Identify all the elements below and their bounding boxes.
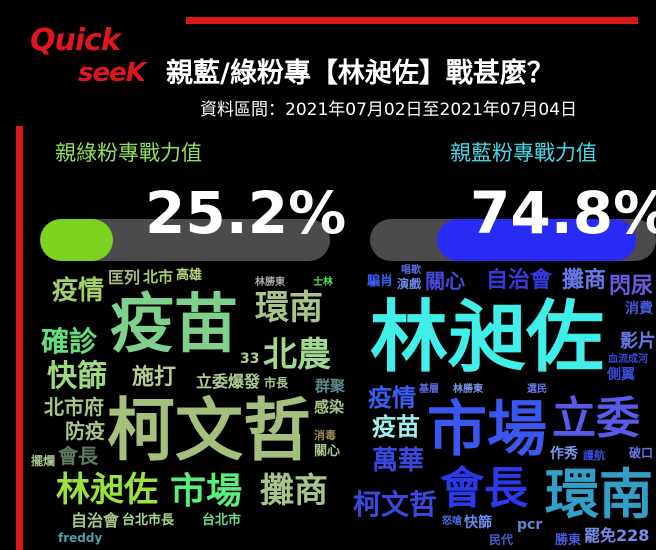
word: 林勝東 bbox=[453, 384, 483, 395]
right-label: 親藍粉專戰力值 bbox=[450, 141, 597, 165]
word: 基層 bbox=[419, 384, 439, 395]
word: 疫情 bbox=[368, 384, 416, 412]
left-percent: 25.2% bbox=[145, 179, 347, 247]
word: 攤商 bbox=[260, 471, 328, 511]
word: 士林 bbox=[313, 277, 333, 288]
word: 萬華 bbox=[372, 446, 425, 476]
word: 北市 bbox=[143, 268, 174, 286]
word: 柯文哲 bbox=[353, 488, 438, 521]
word: 快篩 bbox=[47, 359, 107, 394]
right-progress-bar bbox=[370, 219, 656, 261]
word: 自治會 bbox=[71, 511, 120, 530]
left-progress-fill bbox=[40, 219, 114, 261]
word: 立委爆發 bbox=[196, 372, 261, 391]
logo-text-seek: seeK bbox=[78, 58, 146, 88]
word: 柯文哲 bbox=[107, 392, 312, 471]
top-accent-line bbox=[186, 17, 638, 24]
word: 北市府 bbox=[44, 395, 104, 419]
word: 民代 bbox=[489, 533, 514, 547]
word: 攤商 bbox=[562, 268, 607, 293]
word: 閃尿 bbox=[609, 274, 654, 299]
date-range: 資料區間：2021年07月02日至2021年07月04日 bbox=[200, 100, 578, 120]
word: 防疫 bbox=[65, 419, 105, 443]
word: 演戲 bbox=[397, 277, 422, 291]
word: 勝東 bbox=[555, 533, 582, 548]
word: 影片 bbox=[620, 331, 656, 352]
word: 關心 bbox=[314, 444, 341, 459]
word: 高雄 bbox=[176, 268, 203, 283]
left-label: 親綠粉專戰力值 bbox=[55, 141, 202, 165]
word: 感染 bbox=[314, 398, 345, 416]
word: 匡列 bbox=[108, 268, 141, 287]
word: 騙肖 bbox=[367, 274, 394, 289]
word: 作秀 bbox=[550, 446, 578, 462]
word: 怒嗆 bbox=[442, 516, 462, 527]
word: 疫情 bbox=[52, 276, 105, 306]
word: 護航 bbox=[583, 449, 605, 462]
word: 群聚 bbox=[315, 377, 346, 395]
right-progress-fill bbox=[437, 219, 636, 261]
word: 北農 bbox=[263, 335, 331, 375]
left-progress-bar bbox=[40, 219, 330, 261]
word: 會長 bbox=[440, 463, 528, 514]
word: pcr bbox=[517, 517, 543, 533]
word: 施打 bbox=[132, 365, 177, 390]
word: 疫苗 bbox=[110, 288, 238, 362]
word: 林勝東 bbox=[255, 277, 285, 288]
word: 台北市長 bbox=[122, 513, 175, 528]
word: 擺爛 bbox=[31, 454, 56, 468]
word: 確診 bbox=[41, 325, 98, 358]
word: 立委 bbox=[552, 393, 640, 444]
word: 唱歌 bbox=[401, 265, 421, 276]
word: 選民 bbox=[527, 384, 547, 395]
right-percent: 74.8% bbox=[470, 179, 656, 247]
word: 環南 bbox=[255, 288, 323, 328]
side-accent-line bbox=[16, 126, 23, 550]
word: 側翼 bbox=[607, 367, 635, 383]
page-title: 親藍/綠粉專【林昶佐】戰甚麼？ bbox=[166, 58, 554, 89]
word: 消毒 bbox=[314, 429, 336, 442]
word: 快篩 bbox=[464, 515, 492, 531]
word: 破口 bbox=[629, 446, 654, 460]
word: 林昶佐 bbox=[370, 293, 605, 383]
word: 市場 bbox=[427, 395, 547, 465]
word: 消費 bbox=[625, 301, 653, 317]
word: 環南 bbox=[545, 463, 653, 526]
word: 疫苗 bbox=[372, 413, 420, 441]
word: 會長 bbox=[58, 444, 98, 468]
word: 33 bbox=[240, 351, 260, 367]
word: 市場 bbox=[170, 471, 243, 512]
word: 關心 bbox=[425, 269, 465, 293]
word: 罷免228 bbox=[584, 526, 650, 545]
word: 台北市 bbox=[202, 513, 242, 528]
word: 自治會 bbox=[486, 268, 553, 293]
logo-text-quick: Quick bbox=[30, 23, 121, 58]
word: freddy bbox=[58, 531, 103, 545]
quickseek-logo: Quick seeK bbox=[28, 26, 160, 92]
word: 市長 bbox=[264, 376, 289, 390]
word: 血流成河 bbox=[608, 354, 648, 365]
word: 林昶佐 bbox=[56, 470, 158, 510]
